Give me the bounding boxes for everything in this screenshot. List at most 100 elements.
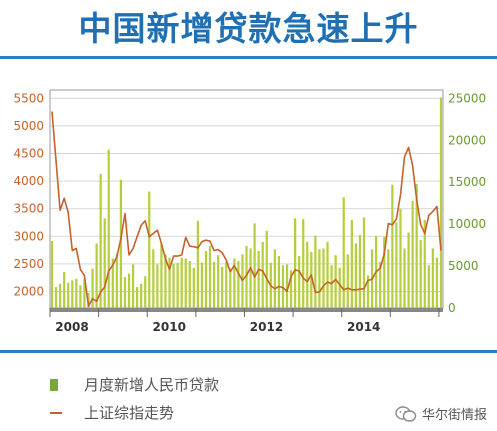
y-right-tick-label: 10000: [448, 217, 486, 231]
loan-bar: [249, 248, 252, 308]
loan-bar: [257, 250, 260, 308]
loan-bar: [180, 257, 183, 308]
title-divider: [0, 56, 497, 59]
y-left-tick-label: 4500: [13, 146, 44, 160]
loan-bar: [253, 223, 256, 308]
loan-bar: [59, 283, 62, 308]
legend-item-index: 上证综指走势: [50, 402, 174, 423]
loan-bar: [91, 268, 94, 308]
loan-bar: [366, 275, 370, 308]
loan-bar: [277, 256, 281, 308]
loan-bar: [67, 282, 70, 308]
loan-bar: [115, 253, 118, 308]
loan-bar: [131, 264, 135, 308]
loan-bar: [148, 191, 151, 308]
loan-bar: [99, 173, 102, 308]
loan-bar: [172, 263, 175, 308]
loan-bar: [184, 258, 187, 308]
chart-divider: [0, 350, 497, 353]
loan-bar: [350, 219, 353, 308]
wechat-icon: [395, 405, 417, 422]
loan-bar: [358, 235, 362, 308]
loan-bar: [326, 241, 329, 308]
loan-bar: [435, 257, 439, 308]
y-right-tick-label: 5000: [448, 259, 479, 273]
loan-bar: [196, 220, 199, 308]
legend-item-loans: 月度新增人民币贷款: [50, 374, 219, 395]
loan-bar: [310, 251, 313, 308]
watermark-text: 华尔街情报: [421, 408, 487, 423]
loan-bar: [391, 184, 394, 308]
y-right-tick-label: 20000: [448, 133, 486, 147]
index-line: [51, 111, 442, 308]
loan-bar: [192, 267, 195, 308]
loan-bar: [107, 149, 110, 308]
loan-bar: [229, 268, 232, 308]
loan-bar: [289, 270, 293, 308]
loan-bar: [75, 278, 78, 308]
x-tick-label: 2010: [153, 320, 186, 334]
loan-bar: [281, 265, 285, 308]
y-left-tick-label: 2000: [13, 284, 44, 298]
y-left-tick-label: 4000: [13, 174, 44, 188]
loan-bar: [111, 258, 114, 308]
x-tick-label: 2014: [347, 320, 380, 334]
loan-bar: [423, 219, 426, 308]
legend-swatch-line: [50, 411, 62, 414]
y-right-tick-label: 0: [448, 301, 456, 315]
loan-bar: [439, 97, 443, 308]
loan-bar: [79, 285, 82, 308]
loan-bar: [103, 218, 106, 308]
loan-bar: [188, 261, 191, 308]
grid-lines: [50, 97, 443, 292]
loan-bar: [152, 249, 155, 308]
loan-bar: [63, 271, 66, 308]
loan-bar: [54, 287, 58, 308]
x-tick-label: 2008: [55, 320, 88, 334]
loan-bar: [71, 280, 74, 308]
loan-bar: [342, 197, 345, 308]
loan-bar: [346, 254, 349, 308]
y-right-tick-label: 25000: [448, 91, 486, 105]
loan-bar: [176, 262, 179, 308]
loan-bar: [212, 261, 216, 308]
watermark: 华尔街情报: [395, 404, 487, 423]
loan-bar: [200, 262, 204, 308]
loan-bar: [411, 200, 414, 308]
loan-bar: [294, 218, 297, 308]
loan-bar: [298, 256, 301, 308]
loan-bars: [50, 97, 443, 308]
loan-bar: [237, 261, 240, 308]
x-axis-band: [50, 308, 443, 312]
y-left-tick-label: 2500: [13, 257, 44, 271]
loan-bar: [322, 248, 325, 308]
loan-bar: [50, 240, 54, 308]
loan-bar: [225, 261, 228, 308]
loan-bar: [383, 236, 386, 308]
loan-bar: [362, 217, 366, 308]
loan-bar: [204, 250, 208, 308]
loan-bar: [314, 235, 317, 308]
loan-bar: [407, 232, 410, 308]
loan-bar: [354, 243, 358, 308]
legend-swatch-bar: [50, 378, 58, 391]
loan-bar: [379, 261, 382, 308]
loan-bar: [164, 254, 167, 308]
y-left-tick-label: 3500: [13, 202, 44, 216]
index-line-group: [51, 111, 442, 308]
loan-bar: [168, 257, 171, 308]
loan-bar: [399, 209, 402, 308]
loan-bar: [334, 255, 337, 308]
axes: 2000 2500 3000 3500 4000 4500 5000 5500 0 5000 100…: [13, 89, 486, 334]
y-right-tick-label: 15000: [448, 175, 486, 189]
loan-bar: [330, 265, 333, 308]
page-title: 中国新增贷款急速上升: [78, 9, 419, 48]
loan-bar: [431, 248, 434, 308]
loan-bar: [419, 240, 422, 308]
loan-bar: [160, 243, 163, 308]
loan-bar: [233, 258, 236, 308]
loan-bar: [265, 230, 268, 308]
loan-bar: [306, 241, 309, 308]
loan-bar: [123, 276, 127, 308]
loan-bar: [119, 179, 123, 308]
